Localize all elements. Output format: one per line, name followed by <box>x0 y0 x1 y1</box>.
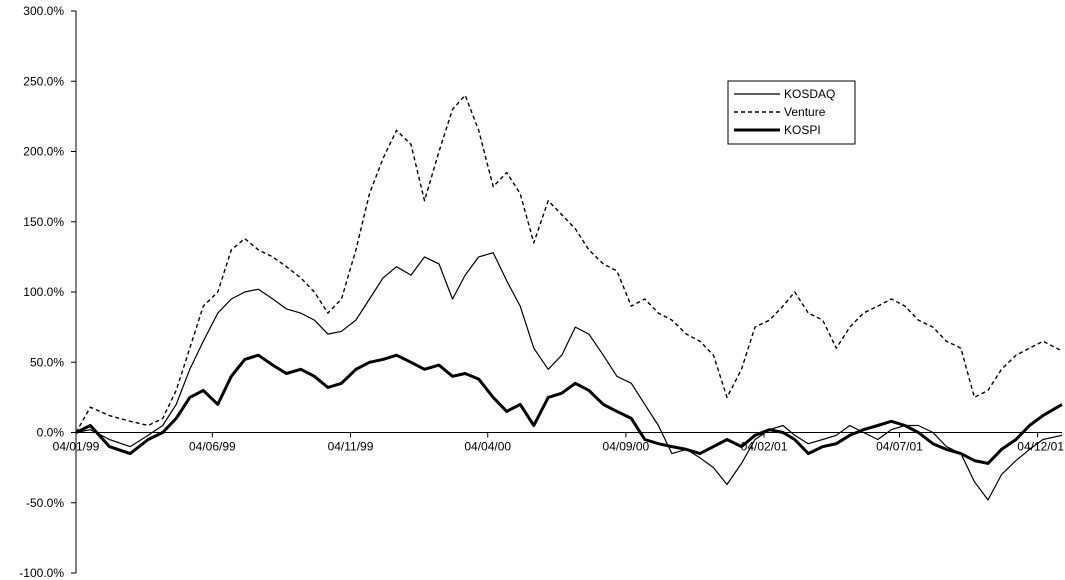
y-tick-label: 0.0% <box>37 426 65 440</box>
x-tick-label: 04/07/01 <box>876 440 923 454</box>
series-layer <box>75 94 1063 501</box>
legend: KOSDAQ Venture KOSPI <box>727 80 856 145</box>
y-tick-label: 200.0% <box>23 145 64 159</box>
series-line-kospi <box>75 353 1063 465</box>
x-axis: 04/01/99 04/06/99 04/11/99 04/04/00 04/09/00… <box>53 432 1064 454</box>
series-line-venture <box>75 94 1063 433</box>
legend-label: Venture <box>784 105 826 119</box>
x-tick-label: 04/01/99 <box>53 440 100 454</box>
legend-label: KOSPI <box>784 123 821 137</box>
y-tick-label: 300.0% <box>23 4 64 18</box>
y-tick-label: 50.0% <box>30 355 64 369</box>
y-axis: 300.0% 250.0% 200.0% 150.0% 100.0% 50.0% 0.0% -… <box>19 4 77 580</box>
y-tick-label: 250.0% <box>23 74 64 88</box>
y-tick-label: -50.0% <box>26 496 64 510</box>
y-tick-label: -100.0% <box>19 566 64 580</box>
legend-label: KOSDAQ <box>784 87 835 101</box>
series-line-kosdaq <box>75 252 1063 501</box>
x-tick-label: 04/11/99 <box>328 440 374 454</box>
y-tick-label: 150.0% <box>23 215 64 229</box>
x-tick-label: 04/06/99 <box>189 440 236 454</box>
y-tick-label: 100.0% <box>23 285 64 299</box>
x-tick-label: 04/09/00 <box>603 440 650 454</box>
x-tick-label: 04/04/00 <box>464 440 511 454</box>
